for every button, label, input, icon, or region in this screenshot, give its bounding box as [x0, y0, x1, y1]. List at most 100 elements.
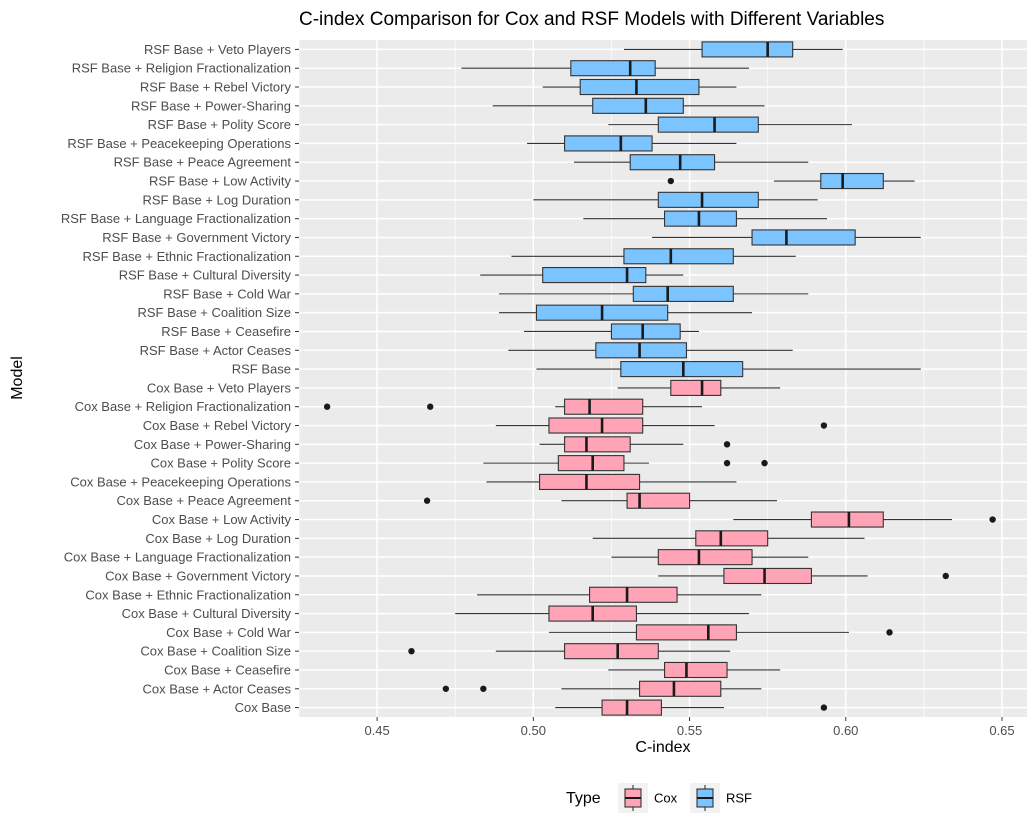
- y-tick-label: RSF Base + Veto Players: [144, 42, 292, 57]
- box-rect: [657, 549, 753, 566]
- y-tick-label: Cox Base + Religion Fractionalization: [75, 399, 291, 414]
- outlier-point: [667, 177, 675, 185]
- y-tick-label: RSF Base + Rebel Victory: [140, 80, 292, 95]
- y-tick-label: RSF Base: [232, 362, 291, 377]
- x-axis-title: C-index: [635, 739, 690, 756]
- y-tick-label: Cox Base + Log Duration: [145, 531, 291, 546]
- box-group: [508, 342, 793, 359]
- box-group: [548, 624, 893, 641]
- box-rect: [810, 511, 884, 528]
- box-rect: [670, 379, 722, 396]
- outlier-point: [408, 647, 415, 655]
- outlier-point: [820, 704, 828, 711]
- box-rect: [639, 680, 722, 697]
- box-group: [511, 248, 796, 265]
- outlier-point: [886, 629, 893, 636]
- y-tick-label: Cox Base + Power-Sharing: [134, 437, 291, 452]
- outlier-point: [442, 685, 450, 692]
- box-rect: [664, 661, 728, 679]
- y-tick-label: Cox Base + Language Fractionalization: [64, 550, 291, 565]
- x-tick-label: 0.65: [989, 723, 1014, 738]
- y-tick-label: RSF Base + Peacekeeping Operations: [67, 136, 291, 151]
- outlier-point: [427, 403, 434, 410]
- y-tick-label: RSF Base + Religion Fractionalization: [72, 61, 291, 76]
- y-tick-label: RSF Base + Low Activity: [149, 174, 291, 189]
- y-tick-label: RSF Base + Government Victory: [102, 230, 291, 245]
- box-group: [498, 285, 809, 302]
- box-group: [592, 530, 865, 547]
- y-tick-label: Cox Base + Actor Ceases: [143, 681, 292, 696]
- outlier-point: [942, 572, 949, 580]
- box-rect: [610, 323, 681, 340]
- box-marks: [323, 41, 996, 716]
- x-tick-label: 0.55: [677, 723, 702, 738]
- y-tick-label: Cox Base + Cold War: [166, 625, 292, 640]
- x-tick-labels: 0.45 0.50 0.55 0.60 0.65: [364, 717, 1015, 738]
- box-rect: [820, 172, 884, 190]
- y-tick-label: RSF Base + Language Fractionalization: [61, 211, 291, 226]
- y-tick-label: RSF Base + Ethnic Fractionalization: [83, 249, 291, 264]
- box-group: [608, 661, 781, 679]
- box-group: [523, 323, 699, 340]
- y-tick-label: RSF Base + Polity Score: [148, 117, 291, 132]
- box-group: [536, 361, 921, 378]
- box-group: [667, 172, 915, 190]
- box-rect: [564, 643, 659, 660]
- box-group: [733, 511, 996, 528]
- box-rect: [589, 586, 678, 603]
- box-group: [423, 492, 778, 509]
- box-group: [498, 304, 753, 321]
- box-group: [495, 417, 828, 434]
- y-tick-label: Cox Base: [235, 700, 291, 715]
- box-rect: [592, 97, 684, 114]
- outlier-point: [480, 685, 487, 692]
- box-group: [617, 379, 781, 396]
- box-rect: [564, 398, 644, 415]
- box-group: [486, 473, 737, 491]
- y-tick-label: Cox Base + Peacekeeping Operations: [70, 474, 291, 489]
- y-tick-label: RSF Base + Coalition Size: [137, 305, 291, 320]
- box-group: [658, 567, 949, 585]
- y-tick-label: Cox Base + Veto Players: [147, 380, 292, 395]
- y-tick-label: Cox Base + Ceasefire: [164, 662, 291, 677]
- box-rect: [629, 154, 716, 171]
- y-tick-label: Cox Base + Government Victory: [105, 568, 291, 583]
- box-rect: [595, 342, 687, 359]
- box-rect: [632, 285, 734, 302]
- box-rect: [626, 492, 691, 509]
- box-group: [527, 135, 737, 152]
- box-group: [408, 643, 731, 660]
- x-tick-label: 0.60: [833, 723, 858, 738]
- box-group: [483, 455, 768, 472]
- box-group: [573, 154, 809, 171]
- box-group: [583, 210, 828, 227]
- y-tick-label: Cox Base + Ethnic Fractionalization: [85, 587, 291, 602]
- box-rect: [542, 266, 647, 284]
- outlier-point: [723, 459, 731, 467]
- legend: Type Cox RSF: [566, 783, 752, 813]
- box-rect: [564, 135, 653, 152]
- y-tick-label: Cox Base + Cultural Diversity: [122, 606, 292, 621]
- box-rect: [657, 116, 759, 133]
- y-axis-title: Model: [9, 356, 26, 400]
- legend-title: Type: [566, 790, 601, 807]
- y-tick-label: RSF Base + Log Duration: [143, 192, 292, 207]
- y-tick-label: RSF Base + Cold War: [163, 286, 291, 301]
- y-tick-label: RSF Base + Power-Sharing: [131, 98, 291, 113]
- box-rect: [695, 530, 769, 547]
- y-tick-label: RSF Base + Actor Ceases: [140, 343, 292, 358]
- box-group: [623, 41, 843, 58]
- box-rect: [570, 60, 656, 77]
- outlier-point: [820, 422, 828, 429]
- box-group: [492, 97, 765, 114]
- box-group: [608, 116, 853, 133]
- y-tick-label: Cox Base + Coalition Size: [140, 644, 291, 659]
- box-group: [477, 586, 762, 603]
- box-group: [323, 398, 703, 415]
- box-rect: [539, 473, 641, 491]
- box-rect: [701, 41, 794, 58]
- box-group: [480, 266, 684, 284]
- y-tick-label: Cox Base + Polity Score: [150, 456, 291, 471]
- y-tick-label: RSF Base + Cultural Diversity: [119, 268, 292, 283]
- box-rect: [601, 699, 662, 716]
